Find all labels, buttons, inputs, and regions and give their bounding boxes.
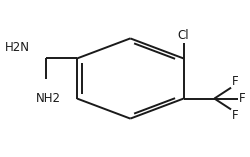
Text: H2N: H2N xyxy=(4,41,29,54)
Text: Cl: Cl xyxy=(178,29,190,42)
Text: F: F xyxy=(239,92,246,105)
Text: F: F xyxy=(232,75,239,88)
Text: F: F xyxy=(232,109,239,122)
Text: NH2: NH2 xyxy=(36,92,61,105)
